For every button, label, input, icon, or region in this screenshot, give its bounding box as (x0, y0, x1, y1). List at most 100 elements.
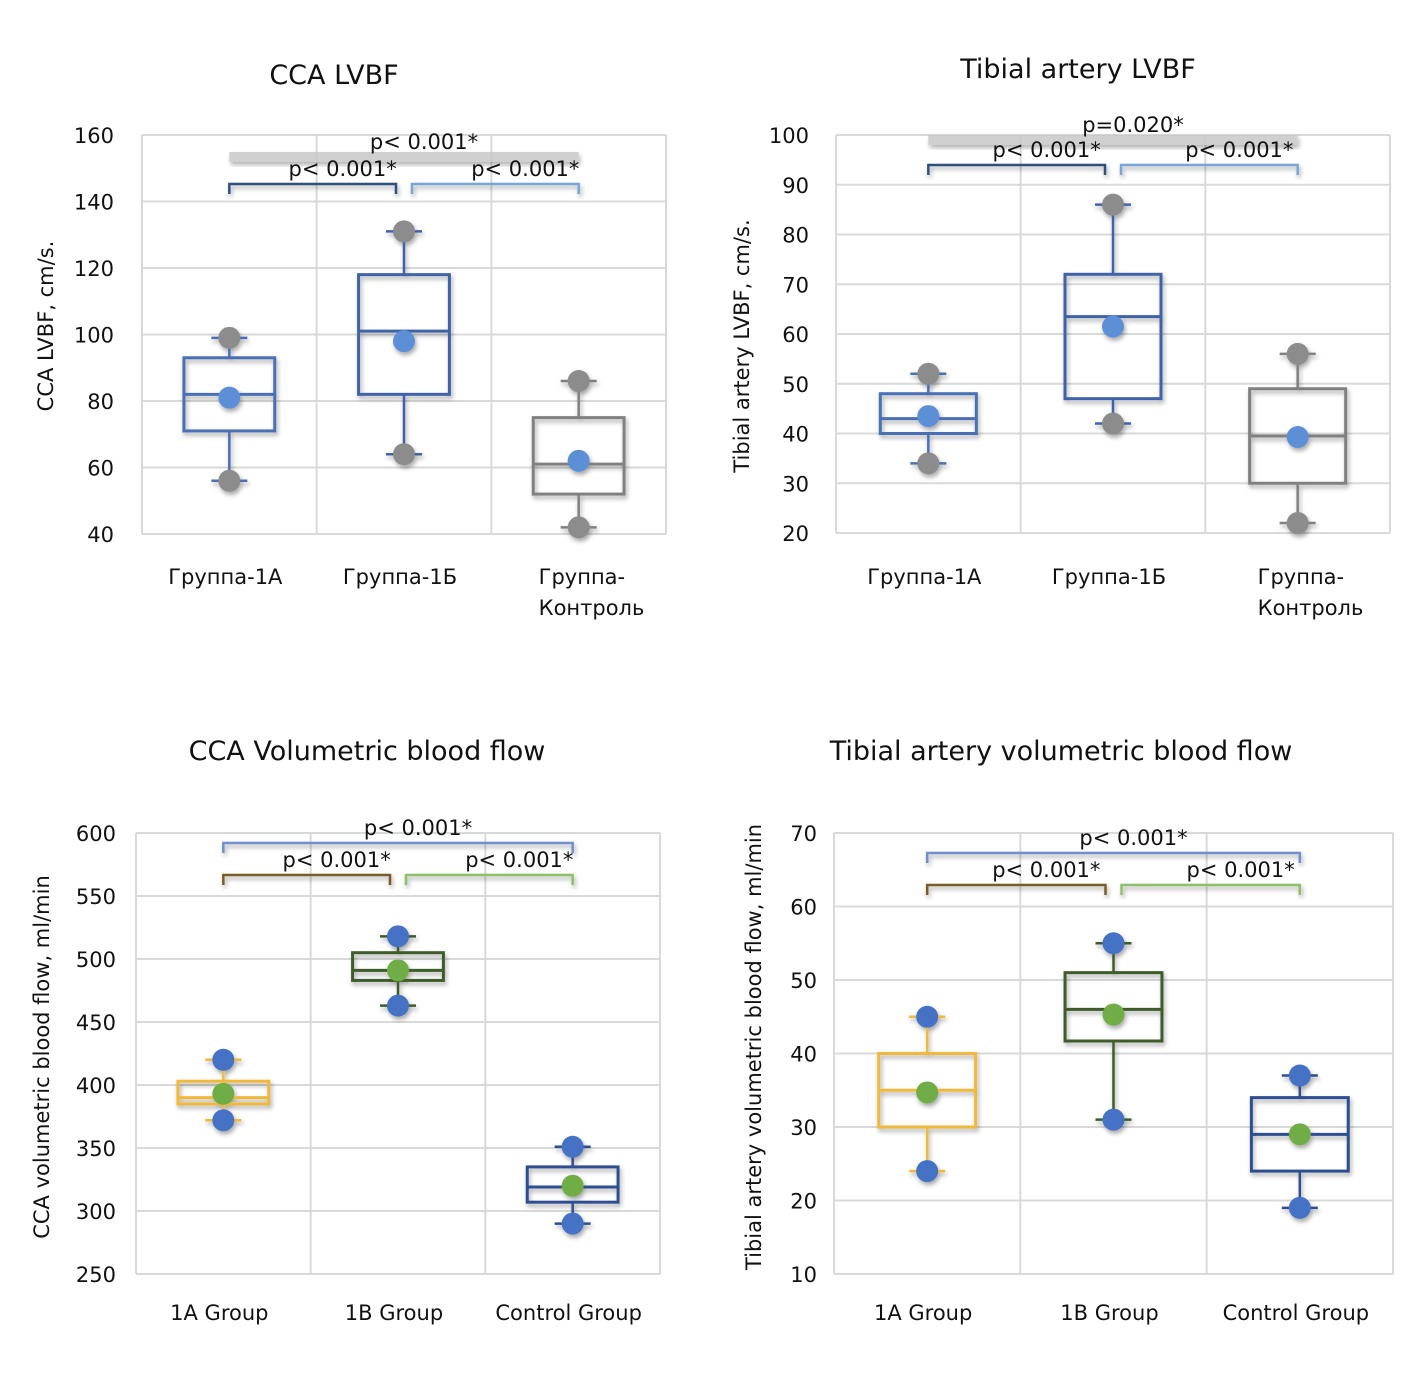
box-group (1248, 342, 1348, 535)
y-tick-label: 100 (769, 124, 809, 148)
box-group (877, 1005, 978, 1183)
max-point (1288, 1064, 1311, 1087)
y-tick-label: 50 (782, 373, 809, 397)
comparison-bracket (927, 163, 1107, 175)
max-point (1102, 932, 1125, 955)
min-point (1286, 512, 1309, 535)
max-point (1102, 193, 1124, 216)
x-category-labels: Группа-1А Группа-1Б Группа- Контроль (867, 565, 1363, 620)
y-tick-label: 300 (76, 1200, 116, 1224)
box-iqr (357, 273, 451, 396)
y-tick-label: 50 (790, 969, 817, 993)
comparison-bracket (404, 873, 574, 885)
y-tick-labels: 10 20 30 40 50 60 70 (790, 822, 817, 1287)
y-tick-label: 600 (76, 822, 116, 846)
y-tick-label: 250 (76, 1263, 116, 1287)
mean-point (212, 1082, 235, 1105)
p-value-label: p< 0.001* (364, 816, 472, 840)
y-tick-labels: 250 300 350 400 450 500 550 600 (76, 822, 116, 1287)
p-value-label: p< 0.001* (993, 138, 1101, 162)
p-value-label: p< 0.001* (370, 130, 478, 154)
chart-title: CCA Volumetric blood flow (188, 736, 546, 767)
significance-brackets: p< 0.001*p< 0.001* p< 0.001* (222, 816, 574, 885)
p-value-label: p< 0.001* (1079, 826, 1187, 850)
comparison-bar (928, 135, 1298, 145)
mean-point (1288, 1123, 1311, 1146)
chart-cca-volumetric: CCA Volumetric blood flow CCA volumetric… (0, 0, 705, 1396)
box-iqr (1063, 971, 1164, 1043)
chart-title: CCA LVBF (269, 60, 399, 91)
y-tick-label: 40 (782, 423, 809, 447)
y-tick-label: 10 (790, 1263, 817, 1287)
y-tick-label: 140 (74, 191, 114, 215)
min-point (561, 1212, 584, 1235)
p-value-label: p< 0.001* (289, 157, 397, 181)
y-tick-label: 30 (790, 1116, 817, 1140)
box-group (182, 326, 277, 492)
box-group (1249, 1064, 1350, 1219)
y-tick-labels: 40 60 80 100 120 140 160 (74, 124, 114, 547)
x-category-labels: 1A Group 1B Group Control Group (874, 1301, 1369, 1325)
x-category-label: Control Group (495, 1301, 642, 1325)
comparison-bracket (222, 841, 574, 853)
x-category-label: Группа-1Б (1052, 565, 1166, 589)
comparison-bracket (925, 851, 1302, 863)
min-point (387, 994, 409, 1017)
y-tick-label: 40 (790, 1043, 817, 1067)
y-tick-label: 40 (87, 523, 114, 547)
comparison-bracket (228, 182, 398, 194)
x-category-label: Группа-1А (168, 565, 283, 589)
max-point (567, 370, 590, 393)
box-iqr (878, 392, 978, 436)
y-tick-label: 60 (790, 896, 817, 920)
min-point (218, 469, 241, 492)
x-category-labels: 1A Group 1B Group Control Group (170, 1301, 642, 1325)
box-group (176, 1048, 271, 1132)
x-category-label: Контроль (539, 596, 645, 620)
plot-area: 250 300 350 400 450 500 550 600 1A Group 1B Group… (76, 816, 661, 1325)
mean-point (917, 405, 940, 428)
y-tick-label: 60 (87, 457, 114, 481)
y-tick-label: 20 (782, 522, 809, 546)
y-tick-label: 70 (790, 822, 817, 846)
y-tick-label: 120 (74, 257, 114, 281)
mean-point (1102, 1003, 1125, 1026)
p-value-label: p< 0.001* (1185, 138, 1293, 162)
p-value-label: p< 0.001* (992, 858, 1100, 882)
mean-point (393, 330, 415, 353)
max-point (916, 1005, 939, 1028)
p-value-label: p< 0.001* (283, 848, 391, 872)
significance-brackets: p< 0.001*p< 0.001* p< 0.001* (228, 130, 580, 194)
x-category-labels: Группа-1А Группа-1Б Группа- Контроль (168, 565, 644, 620)
significance-brackets: p=0.020*p< 0.001* p< 0.001* (927, 113, 1299, 175)
y-tick-labels: 20 30 40 50 60 70 80 90 100 (769, 124, 809, 546)
max-point (917, 362, 940, 385)
y-tick-label: 550 (76, 885, 116, 909)
y-tick-label: 500 (76, 948, 116, 972)
min-point (1102, 412, 1124, 435)
box-iqr (1063, 272, 1163, 401)
min-point (212, 1109, 235, 1132)
box-iqr (525, 1165, 620, 1204)
y-tick-label: 30 (782, 472, 809, 496)
x-category-label: Группа-1Б (343, 565, 457, 589)
comparison-bracket (222, 873, 392, 885)
y-tick-label: 80 (87, 390, 114, 414)
chart-tibial-lvbf: Tibial artery LVBF Tibial artery LVBF, c… (0, 0, 1411, 690)
box-group (1063, 932, 1164, 1131)
comparison-bracket (1119, 163, 1299, 175)
comparison-bracket (925, 883, 1107, 895)
significance-brackets: p< 0.001*p< 0.001* p< 0.001* (925, 826, 1302, 895)
y-tick-label: 90 (782, 174, 809, 198)
x-category-label: Группа- (1258, 565, 1344, 589)
box-group (878, 362, 978, 475)
mean-point (561, 1174, 584, 1197)
max-point (387, 925, 409, 948)
max-point (212, 1048, 235, 1071)
min-point (1102, 1108, 1125, 1131)
chart-title: Tibial artery volumetric blood flow (829, 736, 1293, 767)
x-category-label: 1A Group (874, 1301, 972, 1325)
min-point (393, 443, 415, 466)
